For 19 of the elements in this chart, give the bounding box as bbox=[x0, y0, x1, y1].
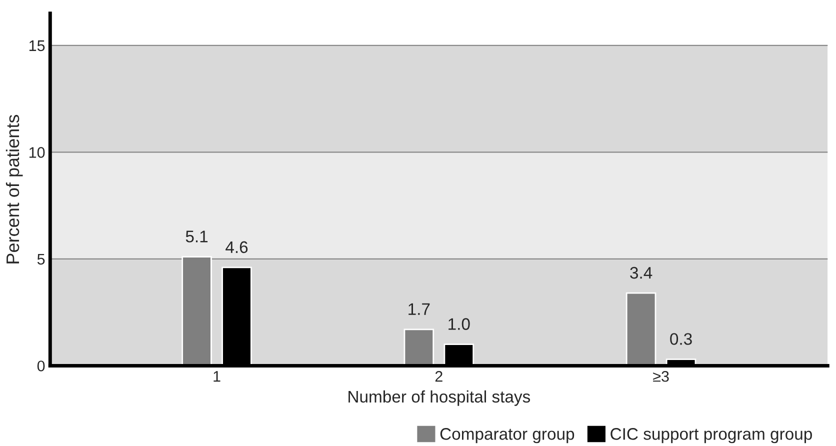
x-tick-label: 1 bbox=[214, 371, 220, 382]
y-tick-label: 15 bbox=[29, 40, 45, 52]
x-axis-title: Number of hospital stays bbox=[348, 390, 530, 406]
data-label: 4.6 bbox=[226, 241, 248, 254]
data-label: 5.1 bbox=[186, 230, 208, 242]
data-label: 3.4 bbox=[630, 266, 652, 279]
y-tick-label: 0 bbox=[37, 360, 45, 372]
legend-label: CIC support program group bbox=[610, 428, 812, 444]
legend-label: Comparator group bbox=[440, 428, 574, 444]
data-label: 0.3 bbox=[670, 333, 692, 345]
data-label: 1.7 bbox=[408, 303, 430, 315]
bar bbox=[626, 292, 656, 366]
y-tick-label: 10 bbox=[29, 147, 45, 158]
x-tick-label: 2 bbox=[435, 370, 442, 382]
y-tick-label: 5 bbox=[37, 254, 45, 265]
bar bbox=[404, 328, 434, 366]
y-axis-title: Percent of patients bbox=[6, 114, 23, 264]
data-label: 1.0 bbox=[448, 318, 470, 330]
x-tick-label: ≥3 bbox=[653, 370, 669, 382]
